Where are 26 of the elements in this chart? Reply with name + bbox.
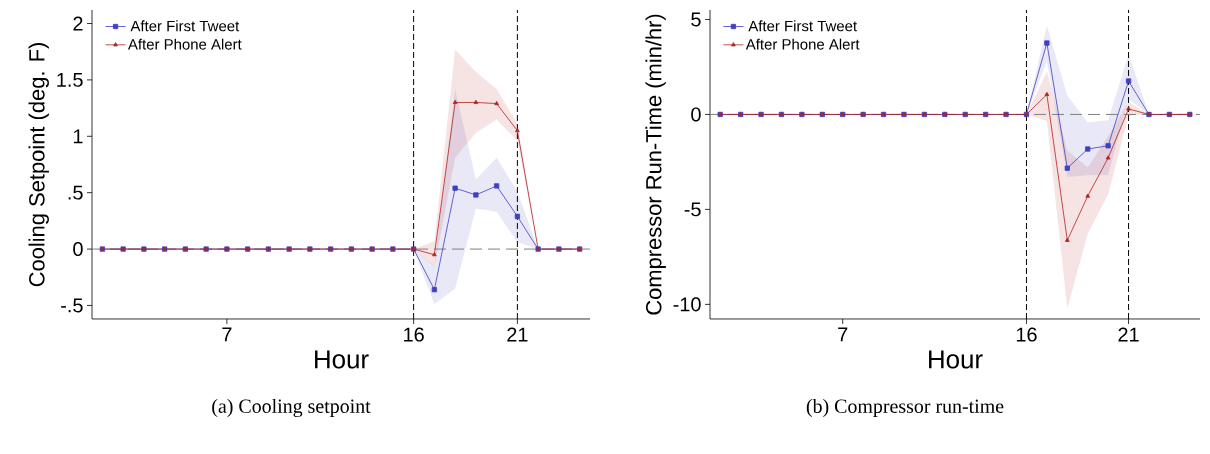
text: (a) Cooling setpoint — [212, 398, 371, 418]
y-tick-label: 1 — [73, 129, 83, 144]
y-tick-label: -5 — [684, 202, 701, 217]
y-axis-title: Cooling Setpoint (deg. F) — [28, 43, 49, 287]
x-tick-label: 16 — [1016, 327, 1037, 342]
x-tick-label: 7 — [222, 327, 232, 342]
y-tick-label: -.5 — [61, 298, 83, 313]
legend-label: After Phone Alert — [745, 38, 860, 50]
y-tick-label: .5 — [68, 185, 83, 200]
x-tick-label: 21 — [1118, 327, 1139, 342]
y-tick-label: 1.5 — [57, 72, 83, 87]
legend-label: After Phone Alert — [127, 38, 242, 50]
x-tick-label: 16 — [404, 327, 424, 342]
x-axis-title: Hour — [315, 350, 369, 369]
x-axis-title: Hour — [929, 350, 983, 369]
y-axis-title: Compressor Run-Time (min/hr) — [645, 14, 666, 315]
y-tick-label: 5 — [691, 12, 701, 27]
y-tick-label: 0 — [73, 242, 83, 257]
legend-label: After First Tweet — [748, 20, 857, 32]
y-tick-label: -10 — [673, 297, 701, 312]
y-tick-label: 2 — [73, 16, 83, 31]
x-tick-label: 21 — [507, 327, 528, 342]
legend-label: After First Tweet — [130, 20, 240, 32]
y-tick-label: 0 — [691, 107, 701, 122]
text: (b) Compressor run-time — [806, 398, 1004, 418]
x-tick-label: 7 — [838, 327, 848, 342]
